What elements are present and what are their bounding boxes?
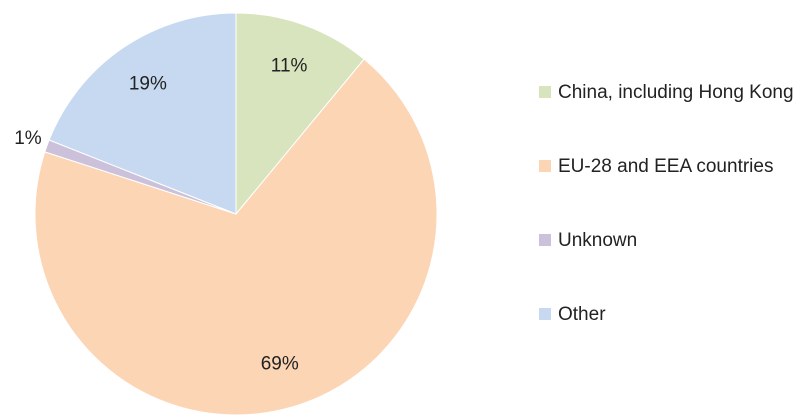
legend-item: EU-28 and EEA countries [539, 153, 801, 227]
pie-slice [34, 58, 438, 416]
legend-swatch [539, 234, 551, 246]
chart: 11% 69% 1% 19% [14, 12, 438, 416]
pie-slice [48, 12, 237, 215]
data-label: 11% [271, 56, 308, 77]
pie-slice [235, 12, 365, 216]
legend-swatch [539, 308, 551, 320]
legend: China, including Hong Kong EU-28 and EEA … [539, 79, 801, 375]
legend-swatch [539, 86, 551, 98]
legend-label: China, including Hong Kong [558, 82, 794, 103]
legend-label: Unknown [558, 230, 638, 251]
legend-item: Unknown [539, 227, 801, 301]
data-label: 69% [261, 354, 299, 375]
legend-item: Other [539, 301, 801, 375]
legend-label: EU-28 and EEA countries [558, 156, 774, 177]
data-label: 19% [129, 73, 167, 94]
data-label: 1% [14, 128, 42, 149]
legend-item: China, including Hong Kong [539, 79, 801, 153]
legend-label: Other [558, 304, 606, 325]
legend-swatch [539, 160, 551, 172]
